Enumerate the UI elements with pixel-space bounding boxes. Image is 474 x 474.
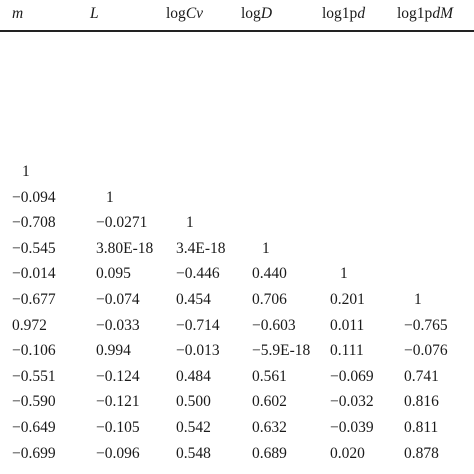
header-rule	[0, 30, 474, 32]
table-row: −0.094 1	[0, 186, 474, 210]
table-cell: 0.095	[96, 265, 131, 283]
table-cell: −0.032	[330, 393, 374, 411]
table-cell: 1	[414, 291, 422, 308]
table-cell: 0.011	[330, 316, 365, 334]
table-cell: −0.708	[12, 214, 56, 232]
table-cell: 0.602	[252, 393, 287, 411]
table-row: −0.677 −0.074 0.454 0.706 0.201 1	[0, 288, 474, 312]
table-cell: −0.699	[12, 444, 56, 462]
table-cell: 0.111	[330, 342, 364, 360]
table-cell: 1	[262, 239, 270, 257]
table-cell: 0.454	[176, 291, 211, 308]
table-cell: 0.542	[176, 419, 211, 436]
table-cell: −0.545	[12, 239, 56, 257]
header-logd: logD	[241, 5, 273, 22]
table-cell: −0.106	[12, 342, 56, 360]
header-logcv: logCv	[166, 5, 204, 22]
table-cell: 0.994	[96, 342, 131, 360]
table-row: −0.649 −0.105 0.542 0.632 −0.039 0.811	[0, 416, 474, 440]
table-cell: 0.741	[404, 367, 439, 385]
table-cell: 0.811	[404, 419, 439, 436]
table-cell: −0.0271	[96, 214, 148, 232]
table-cell: 0.020	[330, 444, 365, 462]
table-cell: 0.816	[404, 393, 439, 411]
table-cell: −0.714	[176, 316, 220, 334]
table-cell: −0.121	[96, 393, 140, 411]
table-cell: 0.972	[12, 316, 47, 334]
table-cell: 1	[186, 214, 194, 232]
table-row: −0.106 0.994 −0.013 −5.9E-18 0.111 −0.076	[0, 339, 474, 363]
table-cell: −0.069	[330, 367, 374, 385]
table-cell: −0.076	[404, 342, 448, 360]
table-cell: −0.603	[252, 316, 296, 334]
table-row: 0.972 −0.033 −0.714 −0.603 0.011 −0.765	[0, 314, 474, 338]
table-cell: 0.484	[176, 367, 211, 385]
table-cell: 0.561	[252, 367, 287, 385]
table-cell: 0.548	[176, 444, 211, 462]
table-row: −0.551 −0.124 0.484 0.561 −0.069 0.741	[0, 365, 474, 389]
table-cell: 3.4E-18	[176, 239, 226, 257]
table-cell: 0.689	[252, 444, 287, 462]
table-cell: 0.201	[330, 291, 365, 308]
table-row: −0.699 −0.096 0.548 0.689 0.020 0.878	[0, 442, 474, 466]
table-cell: 1	[22, 163, 30, 180]
table-cell: −0.590	[12, 393, 56, 411]
header-l: L	[90, 5, 99, 22]
header-m: m	[12, 5, 24, 22]
table-cell: 0.632	[252, 419, 287, 436]
table-cell: −0.765	[404, 316, 448, 334]
table-row: −0.590 −0.121 0.500 0.602 −0.032 0.816	[0, 390, 474, 414]
table-row: −0.708 −0.0271 1	[0, 211, 474, 235]
table-cell: −0.074	[96, 291, 140, 308]
header-log1pd: log1pd	[322, 5, 366, 22]
table-cell: −0.649	[12, 419, 56, 436]
table-cell: −0.096	[96, 444, 140, 462]
table-cell: 0.878	[404, 444, 439, 462]
table-cell: 1	[106, 188, 114, 206]
table-row: 1	[0, 160, 474, 184]
table-cell: 1	[340, 265, 348, 283]
table-cell: 3.80E-18	[96, 239, 154, 257]
table-cell: −0.105	[96, 419, 140, 436]
table-cell: −5.9E-18	[252, 342, 311, 360]
table-cell: −0.094	[12, 188, 56, 206]
table-row: −0.014 0.095 −0.446 0.440 1	[0, 262, 474, 286]
table-cell: −0.039	[330, 419, 374, 436]
table-cell: −0.446	[176, 265, 220, 283]
table-cell: −0.013	[176, 342, 220, 360]
table-cell: −0.551	[12, 367, 56, 385]
table-cell: 0.706	[252, 291, 287, 308]
header-log1pdm: log1pdM	[397, 5, 453, 22]
table-row: −0.545 3.80E-18 3.4E-18 1	[0, 237, 474, 261]
table-cell: −0.014	[12, 265, 56, 283]
table-cell: −0.033	[96, 316, 140, 334]
table-cell: −0.124	[96, 367, 140, 385]
table-cell: 0.500	[176, 393, 211, 411]
table-cell: 0.440	[252, 265, 287, 283]
table-cell: −0.677	[12, 291, 56, 308]
